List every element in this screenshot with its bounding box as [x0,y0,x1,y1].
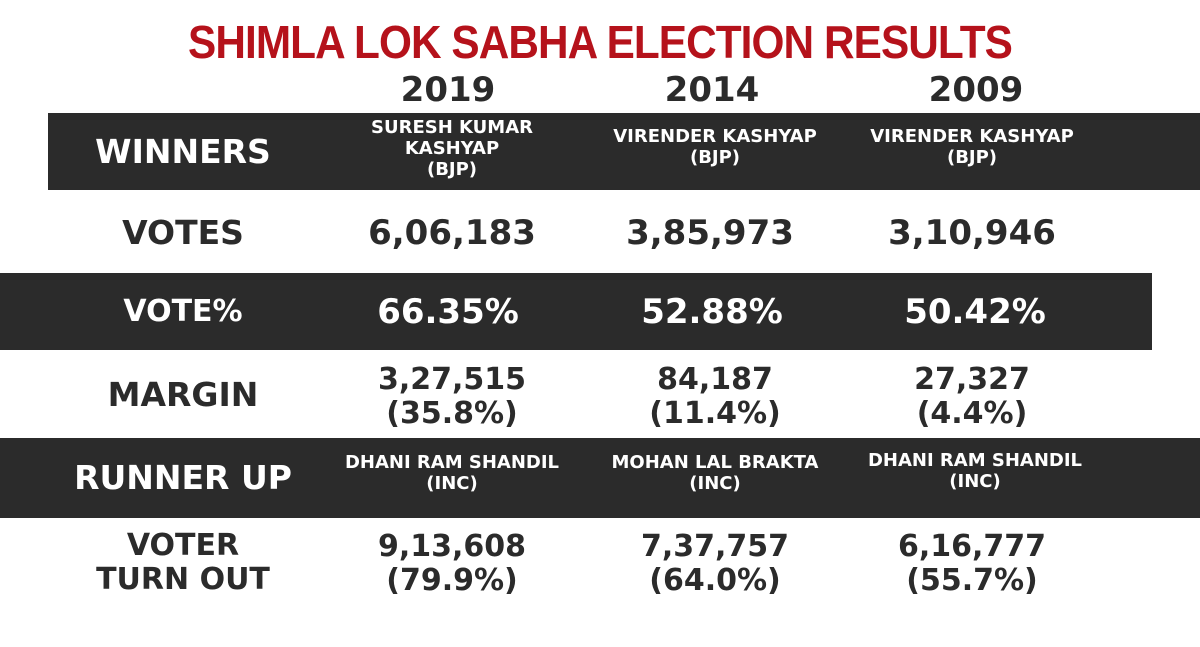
winner-2014: VIRENDER KASHYAP (BJP) [613,126,817,168]
margin-2019: 3,27,515 (35.8%) [377,362,527,431]
winner-2019: SURESH KUMAR KASHYAP (BJP) [371,116,533,180]
vote-percent-2014: 52.88% [641,291,783,332]
year-header-2014: 2014 [664,70,760,110]
turnout-2019: 9,13,608 (79.9%) [377,529,527,598]
vote-percent-2019: 66.35% [377,291,519,332]
row-label-votes: VOTES [122,213,244,252]
row-label-voter-turnout: VOTER TURN OUT [96,528,270,597]
row-label-winners: WINNERS [95,131,271,171]
runner-up-2014: MOHAN LAL BRAKTA (INC) [611,452,819,494]
votes-2014: 3,85,973 [626,213,794,253]
votes-2019: 6,06,183 [368,213,536,253]
winner-2009: VIRENDER KASHYAP (BJP) [870,126,1074,168]
row-label-runner-up: RUNNER UP [74,458,292,497]
margin-2009: 27,327 (4.4%) [914,362,1030,431]
runner-up-2019: DHANI RAM SHANDIL (INC) [344,452,560,494]
runner-up-2009: DHANI RAM SHANDIL (INC) [867,450,1083,492]
year-header-2009: 2009 [928,70,1024,110]
margin-2014: 84,187 (11.4%) [649,362,781,431]
row-label-vote-percent: VOTE% [123,293,243,329]
vote-percent-2009: 50.42% [904,291,1046,332]
vote-percent-row-band [0,273,1152,350]
year-header-2019: 2019 [400,70,496,110]
page-title: SHIMLA LOK SABHA ELECTION RESULTS [188,16,1013,68]
winners-row-band [48,113,1200,190]
turnout-2009: 6,16,777 (55.7%) [897,529,1047,598]
runner-up-row-band [0,438,1200,518]
row-label-margin: MARGIN [107,375,259,414]
votes-2009: 3,10,946 [888,213,1056,253]
turnout-2014: 7,37,757 (64.0%) [640,529,790,598]
